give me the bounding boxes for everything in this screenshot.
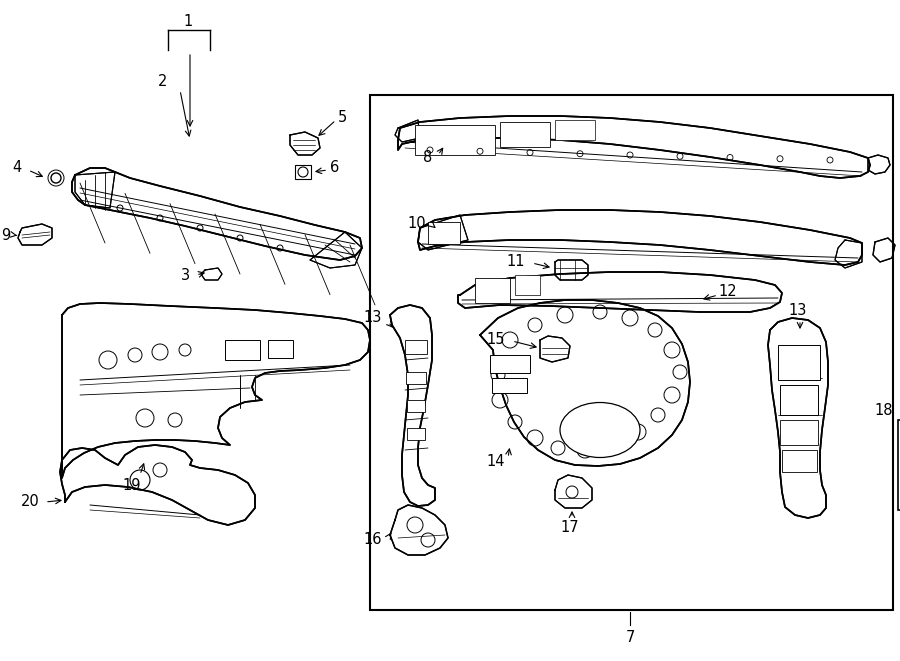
Polygon shape: [290, 132, 320, 155]
Polygon shape: [458, 272, 782, 312]
Bar: [405, 340, 427, 354]
Text: 8: 8: [423, 151, 432, 165]
Text: 20: 20: [22, 494, 40, 510]
Polygon shape: [390, 305, 435, 506]
Text: 13: 13: [364, 311, 382, 325]
Bar: [555, 120, 595, 140]
Polygon shape: [835, 240, 862, 268]
Bar: [500, 122, 550, 147]
Polygon shape: [18, 224, 52, 245]
Polygon shape: [310, 232, 362, 268]
Bar: [898, 420, 900, 510]
Text: 18: 18: [875, 403, 893, 418]
Bar: [415, 125, 495, 155]
Polygon shape: [201, 268, 222, 280]
Polygon shape: [75, 172, 115, 208]
Bar: [782, 450, 817, 472]
Bar: [780, 385, 818, 415]
Polygon shape: [395, 120, 420, 142]
Text: 7: 7: [626, 631, 634, 646]
Text: 10: 10: [408, 215, 426, 231]
Bar: [515, 275, 540, 295]
Polygon shape: [390, 505, 448, 555]
Text: 4: 4: [13, 161, 22, 176]
Polygon shape: [768, 318, 828, 518]
Polygon shape: [540, 336, 570, 362]
Polygon shape: [873, 238, 895, 262]
Text: 3: 3: [181, 268, 190, 282]
Polygon shape: [398, 116, 870, 178]
Bar: [225, 340, 260, 360]
Polygon shape: [868, 155, 890, 174]
Text: 15: 15: [487, 332, 505, 348]
Text: 6: 6: [330, 161, 339, 176]
Bar: [268, 340, 293, 358]
Text: 1: 1: [184, 15, 193, 30]
Bar: [370, 95, 893, 610]
Bar: [780, 420, 818, 445]
Text: 11: 11: [507, 254, 525, 270]
Bar: [407, 428, 425, 440]
Text: 19: 19: [122, 478, 141, 493]
Text: 12: 12: [718, 284, 736, 299]
Polygon shape: [555, 260, 588, 280]
Polygon shape: [60, 445, 255, 525]
Circle shape: [51, 173, 61, 183]
Text: 5: 5: [338, 110, 347, 126]
Bar: [407, 400, 425, 412]
Bar: [406, 372, 426, 384]
Text: 2: 2: [158, 75, 167, 89]
Polygon shape: [480, 300, 690, 466]
Text: 17: 17: [561, 520, 580, 535]
Polygon shape: [418, 215, 468, 250]
Bar: [295, 165, 311, 179]
Bar: [475, 278, 510, 303]
Text: 9: 9: [1, 227, 10, 243]
Text: 13: 13: [788, 303, 807, 318]
Bar: [490, 355, 530, 373]
Polygon shape: [418, 210, 862, 265]
Text: 14: 14: [487, 455, 505, 469]
Polygon shape: [72, 168, 362, 260]
Bar: [428, 222, 460, 244]
Polygon shape: [62, 303, 370, 478]
Polygon shape: [555, 475, 592, 508]
Text: 16: 16: [364, 533, 382, 547]
Bar: [778, 345, 820, 380]
Bar: [492, 378, 527, 393]
Ellipse shape: [560, 403, 640, 457]
